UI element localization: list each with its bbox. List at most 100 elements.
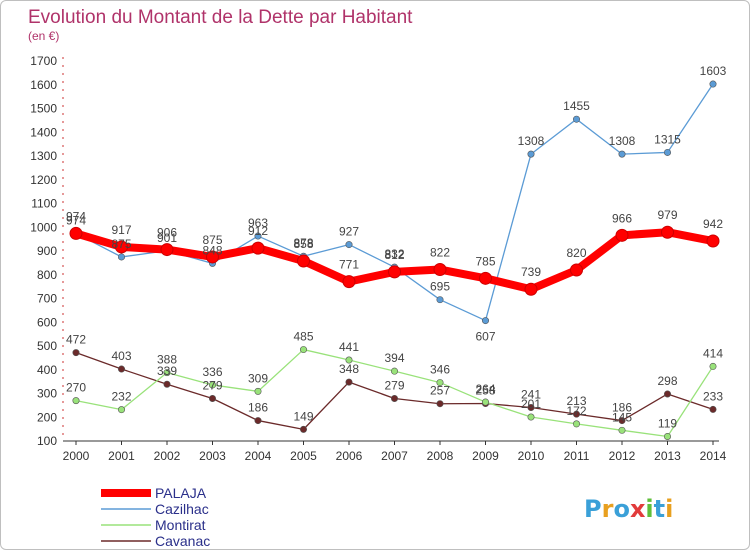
data-label: 201 <box>521 397 541 411</box>
data-label: 1315 <box>654 132 681 146</box>
data-label: 917 <box>111 223 131 237</box>
y-tick-label: 600 <box>37 315 57 329</box>
y-tick-label: 1300 <box>30 149 57 163</box>
data-label: 186 <box>612 401 632 415</box>
x-tick-label: 2003 <box>199 449 226 463</box>
chart-subtitle: (en €) <box>28 29 59 43</box>
data-label: 258 <box>475 383 495 397</box>
data-point <box>663 148 671 156</box>
data-label: 339 <box>157 364 177 378</box>
data-label: 441 <box>339 340 359 354</box>
x-tick-label: 2002 <box>154 449 181 463</box>
x-tick-label: 2009 <box>472 449 499 463</box>
data-point <box>118 406 126 414</box>
data-point <box>709 362 717 370</box>
data-point <box>72 349 80 357</box>
x-tick-label: 2001 <box>108 449 135 463</box>
data-label: 942 <box>703 217 723 231</box>
data-point <box>72 397 80 405</box>
data-point <box>618 426 626 434</box>
y-tick-label: 300 <box>37 387 57 401</box>
data-label: 875 <box>111 237 131 251</box>
legend-label-palaja: PALAJA <box>155 485 207 501</box>
data-point <box>436 379 444 387</box>
data-label: 119 <box>658 416 677 430</box>
series-layer <box>69 80 720 440</box>
data-label: 241 <box>521 388 541 402</box>
x-tick-label: 2000 <box>63 449 90 463</box>
data-label: 812 <box>384 248 404 262</box>
data-point <box>118 253 126 261</box>
data-label: 336 <box>202 365 222 379</box>
y-tick-label: 1100 <box>31 197 57 211</box>
data-point <box>69 226 83 240</box>
legend-label-cavanac: Cavanac <box>155 533 210 549</box>
y-tick-label: 900 <box>37 244 57 258</box>
data-point <box>118 365 126 373</box>
y-tick-label: 1700 <box>30 54 57 68</box>
data-point <box>206 250 219 264</box>
axes: 100 200 300 400 500 600 700 800 900 1000 1100 1200 1… <box>30 54 726 463</box>
data-label: 771 <box>339 258 359 272</box>
data-point <box>618 417 626 425</box>
data-label: 414 <box>703 346 723 360</box>
data-point <box>254 232 262 240</box>
data-point <box>254 417 262 425</box>
data-point <box>663 432 671 440</box>
data-point <box>160 243 174 257</box>
data-point <box>342 275 356 289</box>
data-point <box>570 263 583 277</box>
data-label: 906 <box>157 226 177 240</box>
data-label: 232 <box>111 390 131 404</box>
data-label: 394 <box>384 351 404 365</box>
data-label: 213 <box>566 394 586 408</box>
data-label: 979 <box>657 208 677 222</box>
y-tick-label: 400 <box>37 363 57 377</box>
data-point <box>663 390 671 398</box>
y-tick-label: 1000 <box>30 220 57 234</box>
x-tick-label: 2005 <box>290 449 317 463</box>
x-tick-label: 2014 <box>700 449 727 463</box>
data-point <box>618 150 626 158</box>
data-label: 279 <box>384 378 404 392</box>
data-point <box>254 387 262 395</box>
data-point <box>209 394 217 402</box>
data-label: 832 <box>384 247 404 261</box>
proxiti-logo: Proxiti <box>584 495 673 523</box>
legend-label-cazilhac: Cazilhac <box>155 501 209 517</box>
data-label: 348 <box>339 362 359 376</box>
data-label: 974 <box>66 209 86 223</box>
y-tick-label: 700 <box>37 292 57 306</box>
logo-text: Proxiti <box>584 495 673 523</box>
data-label: 878 <box>293 236 313 250</box>
y-tick-label: 1500 <box>30 102 57 116</box>
data-point <box>433 263 447 277</box>
data-label: 858 <box>293 237 313 251</box>
data-label: 875 <box>202 233 222 247</box>
data-point <box>481 398 489 406</box>
data-point <box>345 241 353 249</box>
data-label: 785 <box>475 254 495 268</box>
x-tick-label: 2012 <box>609 449 636 463</box>
data-label: 848 <box>202 243 222 257</box>
data-label: 695 <box>430 280 450 294</box>
data-label: 1308 <box>518 134 545 148</box>
data-label: 1308 <box>609 134 636 148</box>
y-tick-label: 100 <box>37 434 57 448</box>
x-tick-label: 2011 <box>564 449 590 463</box>
y-tick-label: 1400 <box>30 125 57 139</box>
data-label: 172 <box>566 404 586 418</box>
data-label: 257 <box>430 384 450 398</box>
data-point <box>345 378 353 386</box>
data-point <box>706 234 720 248</box>
data-point <box>297 254 310 268</box>
data-point <box>436 400 444 408</box>
data-point <box>115 240 128 254</box>
data-point <box>163 380 171 388</box>
data-label: 472 <box>66 333 86 347</box>
data-point <box>481 317 489 325</box>
data-point <box>709 405 717 413</box>
data-label: 270 <box>66 381 86 395</box>
